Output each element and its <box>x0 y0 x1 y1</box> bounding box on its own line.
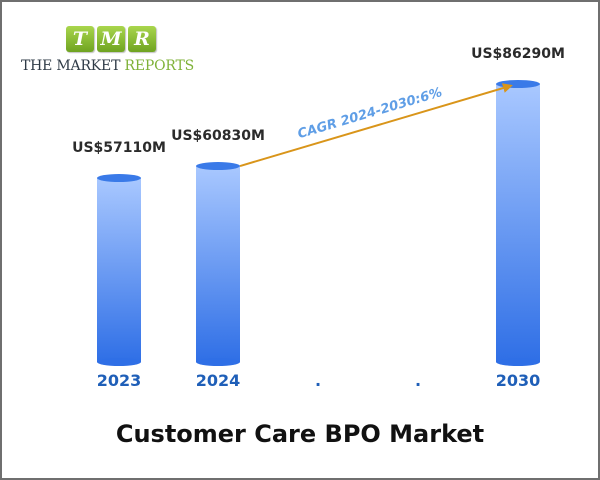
chart-title: Customer Care BPO Market <box>115 420 485 448</box>
bars-group <box>97 80 540 366</box>
logo-letter-m: M <box>97 26 125 52</box>
x-tick-label: . <box>315 371 321 390</box>
x-tick-label: . <box>415 371 421 390</box>
value-label-2030: US$86290M <box>471 46 565 62</box>
tmr-logo: T M R THE MARKET REPORTS <box>16 26 196 82</box>
labels-group: US$57110M 2023 US$60830M 2024. . US$86290M 203… <box>72 46 565 390</box>
value-label-2023: US$57110M <box>72 140 166 156</box>
logo-letter-boxes: T M R <box>66 26 156 52</box>
bar-2030 <box>496 80 540 366</box>
bar-2023 <box>97 174 141 366</box>
logo-wordmark: THE MARKET REPORTS <box>21 58 194 74</box>
x-tick-label: 2023 <box>97 371 142 390</box>
value-label-2024: US$60830M <box>171 128 265 144</box>
logo-letter-r: R <box>128 26 156 52</box>
logo-text-part1: THE MARKET <box>21 58 125 74</box>
x-tick-label: 2024 <box>196 371 241 390</box>
cagr-arrow <box>239 83 513 167</box>
logo-letter-t: T <box>66 26 94 52</box>
cagr-label: CAGR 2024-2030:6% <box>296 85 444 142</box>
x-tick-label: 2030 <box>496 371 541 390</box>
bar-2024 <box>196 162 240 366</box>
logo-text-part2: REPORTS <box>124 58 194 74</box>
